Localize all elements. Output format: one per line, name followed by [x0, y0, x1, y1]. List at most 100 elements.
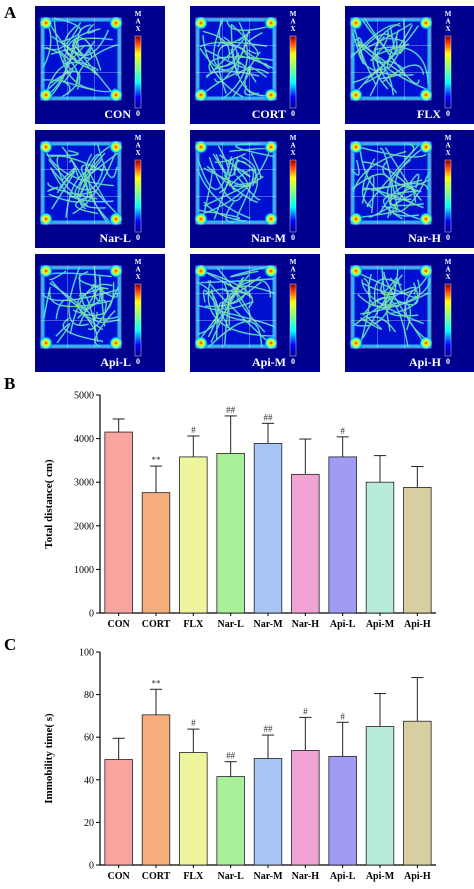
significance-mark: ## [264, 412, 274, 422]
bar [216, 776, 245, 866]
colorbar-min-label: 0 [291, 109, 295, 118]
bar [291, 473, 320, 614]
significance-mark: ## [226, 751, 236, 761]
colorbar-max-label: A [445, 266, 450, 274]
group-label: Api-L [100, 355, 131, 369]
y-tick-label: 2000 [74, 521, 94, 532]
colorbar-max-label: A [445, 142, 450, 150]
heatmap-tile: MAX 0 CORT [190, 6, 320, 124]
bar [104, 759, 133, 866]
y-tick-label: 3000 [74, 478, 94, 489]
chart-c: 0 20 40 60 80 100 Immobility time( s) CON ** CORT… [43, 648, 436, 882]
significance-mark: ** [152, 678, 162, 688]
arena-track [39, 264, 123, 350]
y-tick-label: 100 [79, 648, 94, 659]
colorbar-min-label: 0 [446, 233, 450, 242]
bar [328, 456, 357, 614]
bar [328, 755, 357, 866]
bar [141, 714, 171, 866]
bar [365, 481, 395, 614]
colorbar-min-label: 0 [446, 109, 450, 118]
colorbar-max-label: M [445, 10, 452, 18]
x-tick-label: Nar-H [292, 619, 320, 630]
colorbar-max-label: A [445, 18, 450, 26]
heatmap-tile: MAX 0 FLX [345, 6, 474, 124]
colorbar [134, 283, 142, 357]
colorbar-max-label: M [135, 134, 142, 142]
y-tick-label: 40 [84, 775, 94, 786]
bar [403, 720, 432, 866]
arena-track [39, 140, 123, 226]
x-tick-label: Api-H [404, 871, 431, 882]
x-tick-label: Api-H [404, 619, 431, 630]
colorbar [289, 35, 297, 109]
colorbar-max-label: A [135, 18, 140, 26]
colorbar-min-label: 0 [446, 357, 450, 366]
heatmap-tile: MAX 0 Api-L [35, 254, 165, 372]
panel-a-label: A [4, 3, 17, 22]
heatmap-tile: MAX 0 Nar-H [345, 130, 474, 248]
colorbar-max-label: M [445, 258, 452, 266]
y-axis-label: Total distance( cm) [43, 459, 55, 549]
x-tick-label: FLX [183, 871, 204, 882]
significance-mark: ** [152, 455, 162, 465]
colorbar-min-label: 0 [291, 233, 295, 242]
colorbar [289, 159, 297, 233]
bar [291, 750, 320, 866]
colorbar [444, 35, 452, 109]
x-tick-label: Api-L [330, 871, 356, 882]
colorbar-max-label: M [135, 10, 142, 18]
y-tick-label: 80 [84, 690, 94, 701]
y-tick-label: 60 [84, 733, 94, 744]
heatmap-tile: MAX 0 Nar-M [190, 130, 320, 248]
group-label: Nar-L [99, 231, 131, 245]
chart-b: 0 1000 2000 3000 4000 5000 Total distance( cm)… [43, 391, 436, 630]
colorbar [289, 283, 297, 357]
colorbar-min-label: 0 [136, 109, 140, 118]
arena-track [194, 16, 278, 102]
group-label: FLX [417, 107, 441, 121]
colorbar-max-label: X [445, 149, 450, 157]
bar [141, 492, 171, 614]
group-label: Nar-H [408, 231, 442, 245]
colorbar-max-label: M [290, 134, 297, 142]
colorbar-max-label: X [135, 273, 140, 281]
colorbar [134, 35, 142, 109]
colorbar-max-label: A [290, 18, 295, 26]
heatmap-tile: MAX 0 Api-M [190, 254, 320, 372]
x-tick-label: CORT [142, 871, 171, 882]
colorbar [134, 159, 142, 233]
x-tick-label: CON [108, 871, 131, 882]
bar [253, 758, 283, 866]
colorbar-min-label: 0 [136, 233, 140, 242]
colorbar [444, 159, 452, 233]
colorbar-max-label: X [445, 273, 450, 281]
group-label: Api-M [252, 355, 286, 369]
significance-mark: # [340, 711, 345, 721]
colorbar-min-label: 0 [136, 357, 140, 366]
significance-mark: ## [264, 724, 274, 734]
colorbar-max-label: M [445, 134, 452, 142]
y-tick-label: 0 [89, 861, 94, 872]
arena-track [349, 264, 433, 350]
arena-track [349, 140, 433, 226]
panel-b-label: B [4, 374, 15, 393]
panel-c-label: C [4, 635, 16, 654]
x-tick-label: Nar-H [292, 871, 320, 882]
colorbar-max-label: X [290, 273, 295, 281]
heatmap-tile: MAX 0 Nar-L [35, 130, 165, 248]
colorbar-max-label: M [290, 10, 297, 18]
arena-track [39, 16, 123, 102]
group-label: Api-H [409, 355, 442, 369]
colorbar-max-label: X [135, 149, 140, 157]
x-tick-label: Nar-L [218, 619, 245, 630]
bar [179, 752, 208, 866]
colorbar-max-label: A [135, 266, 140, 274]
y-tick-label: 0 [89, 609, 94, 620]
y-tick-label: 5000 [74, 391, 94, 402]
colorbar-max-label: A [290, 266, 295, 274]
bar [216, 453, 245, 614]
colorbar-min-label: 0 [291, 357, 295, 366]
significance-mark: # [191, 718, 196, 728]
